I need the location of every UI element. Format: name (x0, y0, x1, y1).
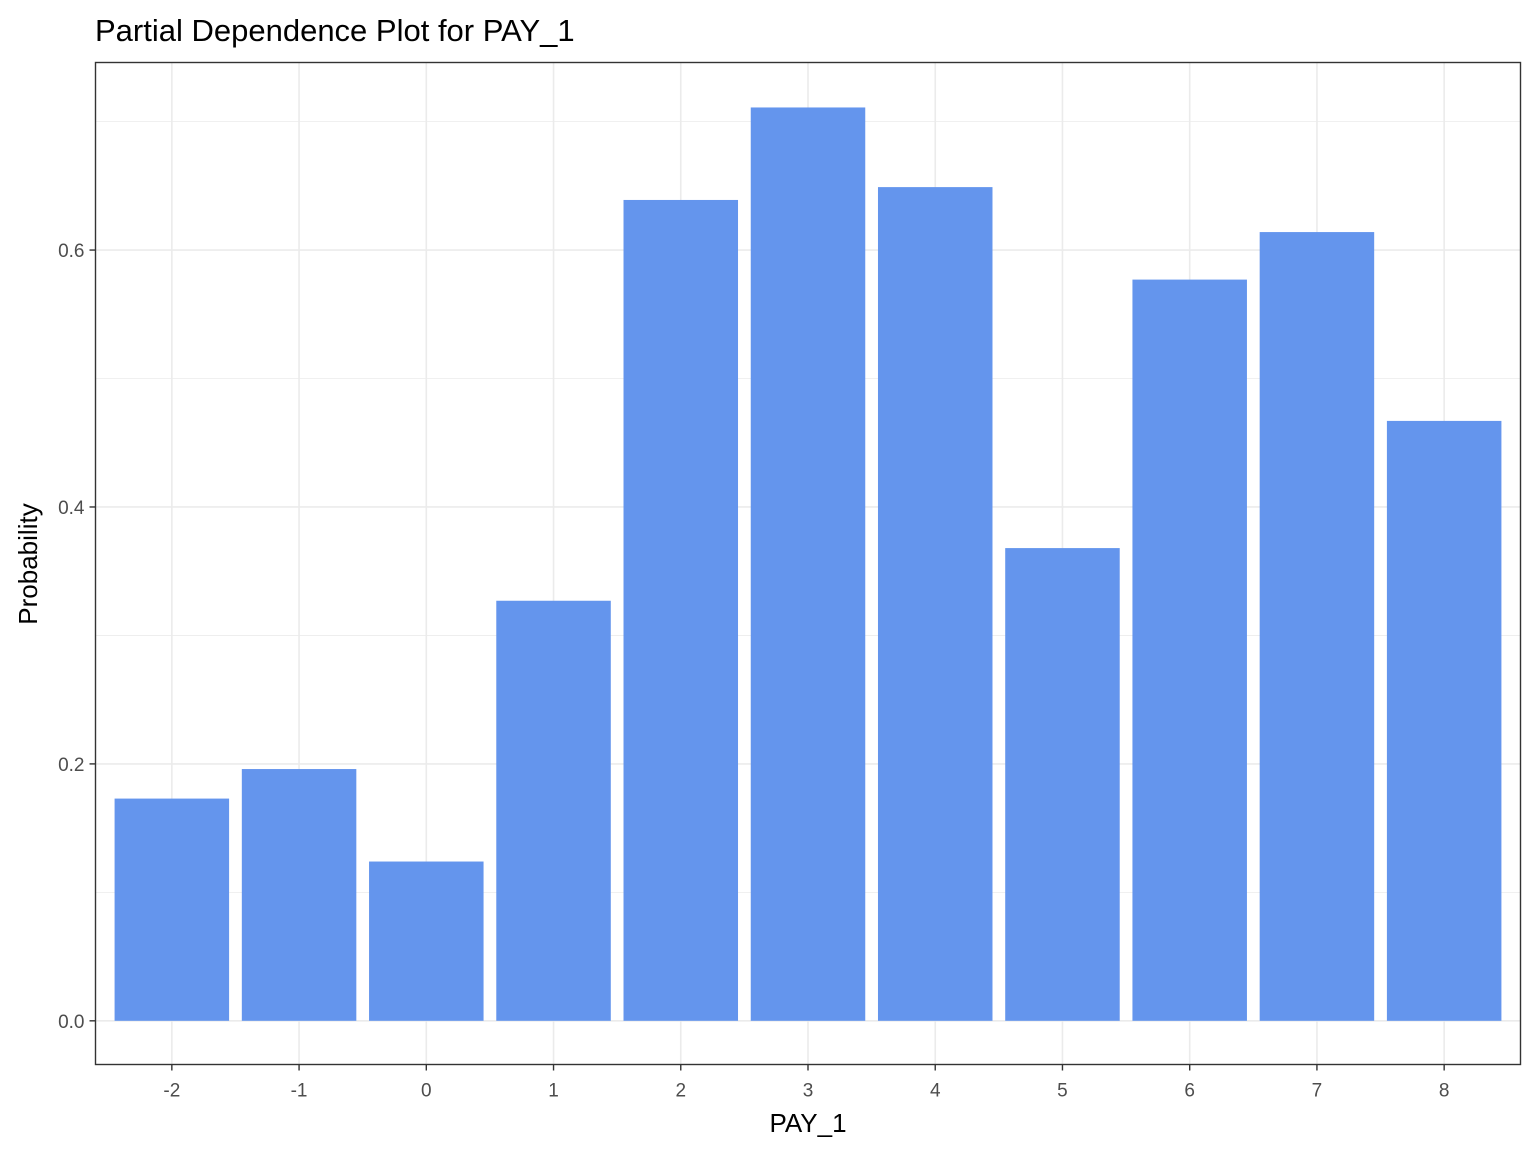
bar-6 (1132, 279, 1247, 1021)
x-tick-label: 7 (1312, 1081, 1323, 1102)
y-tick-label: 0.2 (58, 755, 84, 776)
x-axis-title: PAY_1 (769, 1108, 846, 1138)
x-tick-label: -2 (163, 1081, 180, 1102)
x-tick-label: 2 (675, 1081, 686, 1102)
bar-2 (623, 199, 739, 1021)
bar--2 (114, 798, 230, 1021)
bar-1 (496, 600, 611, 1021)
x-tick-label: 5 (1057, 1081, 1068, 1102)
bar-7 (1259, 232, 1375, 1021)
chart-title: Partial Dependence Plot for PAY_1 (95, 13, 575, 48)
y-axis: 0.0 0.2 0.4 0.6 (58, 241, 96, 1033)
y-tick-label: 0.4 (58, 498, 85, 519)
x-tick-label: 8 (1439, 1081, 1450, 1102)
x-axis: -2 -1 0 1 2 3 4 5 6 7 8 (163, 1064, 1450, 1102)
bar-0 (369, 861, 484, 1021)
y-axis-title: Probability (13, 503, 43, 624)
bars (114, 107, 1502, 1021)
y-tick-label: 0.0 (58, 1012, 84, 1033)
x-tick-label: 1 (548, 1081, 559, 1102)
x-tick-label: 4 (930, 1081, 941, 1102)
bar-4 (877, 187, 993, 1021)
x-tick-label: 6 (1184, 1081, 1195, 1102)
bar-8 (1386, 420, 1502, 1021)
x-tick-label: 0 (421, 1081, 432, 1102)
x-tick-label: -1 (291, 1081, 308, 1102)
bar-5 (1005, 548, 1120, 1021)
y-tick-label: 0.6 (58, 241, 84, 262)
bar-3 (750, 107, 866, 1021)
x-tick-label: 3 (803, 1081, 814, 1102)
bar--1 (241, 769, 357, 1021)
